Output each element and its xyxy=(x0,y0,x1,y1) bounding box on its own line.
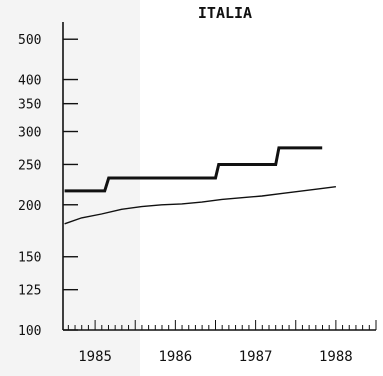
x-tick-label: 1988 xyxy=(319,349,353,365)
axes: 500 400 350 300 250 200 150 125 100 1985 1986 1987 1… xyxy=(18,22,377,365)
y-tick-label: 400 xyxy=(18,74,41,89)
y-tick-label: 125 xyxy=(18,284,41,299)
y-tick-label: 350 xyxy=(18,98,41,113)
chart-title: ITALIA xyxy=(198,4,252,22)
series-smooth-line xyxy=(64,186,336,225)
y-tick-label: 300 xyxy=(18,126,41,141)
y-tick-label: 200 xyxy=(18,199,41,214)
series-step-line xyxy=(64,146,323,193)
y-tick-label: 500 xyxy=(18,33,41,48)
series-layer xyxy=(64,146,336,225)
y-tick-label: 250 xyxy=(18,158,41,173)
scan-tint xyxy=(0,0,140,376)
x-tick-label: 1986 xyxy=(158,349,192,365)
x-tick-label: 1985 xyxy=(78,349,112,365)
y-tick-label: 150 xyxy=(18,251,41,266)
y-tick-label: 100 xyxy=(18,324,41,339)
x-tick-label: 1987 xyxy=(239,349,273,365)
